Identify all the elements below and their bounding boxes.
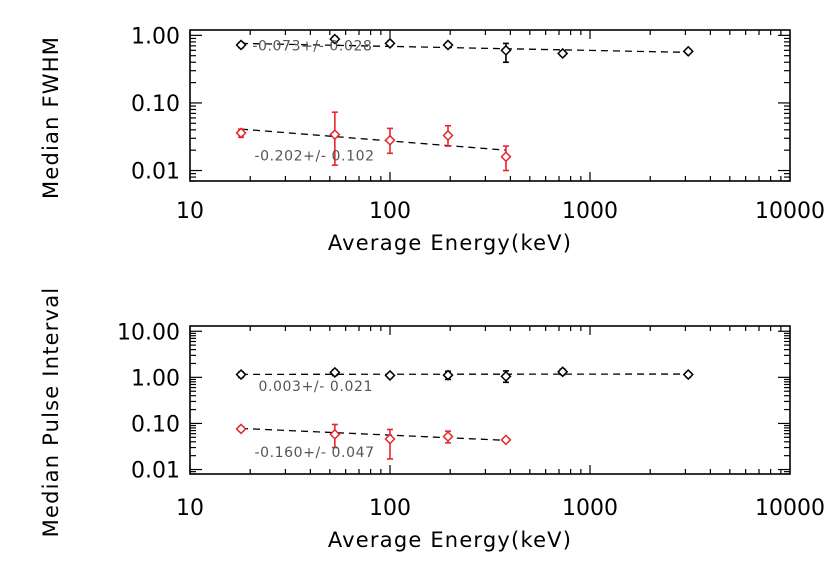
black-data-point [384, 37, 396, 49]
y-tick-label: 10.00 [117, 320, 180, 345]
x-tick-label: 100 [369, 496, 411, 521]
y-tick-label: 1.00 [131, 366, 180, 391]
red-series: -0.202+/- 0.102 [235, 111, 512, 172]
x-axis-title: Average Energy(keV) [328, 528, 572, 552]
y-tick-label: 0.10 [131, 412, 180, 437]
x-tick-label: 10 [176, 496, 204, 521]
y-tick-label: 0.10 [131, 92, 180, 117]
x-tick-label: 10 [176, 199, 204, 224]
black-data-point [235, 368, 247, 381]
red-data-point [235, 127, 247, 139]
y-tick-label: 0.01 [131, 160, 180, 185]
red-data-point [329, 428, 341, 440]
fwhm-panel: 10 100 1000 10000 0.01 0.10 1.00 Average Energy… [39, 24, 825, 255]
red-data-point [384, 433, 396, 445]
black-slope-annotation: -0.073+/- 0.028 [252, 38, 372, 54]
red-data-point [329, 129, 341, 141]
red-series: -0.160+/- 0.047 [235, 423, 512, 461]
red-data-point [442, 430, 454, 443]
red-data-point [500, 151, 512, 163]
black-slope-annotation: 0.003+/- 0.021 [258, 379, 373, 395]
y-axis-title: Median FWHM [39, 36, 63, 199]
x-tick-label: 100 [369, 199, 411, 224]
black-data-point [500, 44, 512, 56]
plot-frame [189, 325, 791, 475]
black-data-point [682, 45, 694, 57]
red-fit-line [241, 128, 507, 151]
black-data-point [442, 39, 454, 51]
red-data-point [500, 434, 512, 446]
black-fit-line [241, 42, 689, 54]
y-tick-label: 0.01 [131, 459, 180, 484]
black-data-point [329, 33, 341, 45]
black-data-point [557, 366, 569, 378]
black-data-point [384, 369, 396, 381]
red-fit-line [241, 427, 506, 441]
black-data-point [500, 370, 512, 382]
pulse-interval-panel: 10 100 1000 10000 0.01 0.10 1.00 10.00 Average E… [39, 287, 825, 552]
black-data-point [442, 369, 454, 381]
black-data-point [329, 366, 341, 378]
x-tick-label: 10000 [755, 496, 825, 521]
black-data-point [682, 368, 694, 381]
y-tick-label: 1.00 [131, 24, 180, 49]
x-tick-label: 1000 [562, 496, 618, 521]
black-data-point [235, 39, 247, 51]
y-axis-title: Median Pulse Interval [39, 287, 63, 538]
x-axis-title: Average Energy(keV) [328, 231, 572, 255]
red-slope-annotation: -0.202+/- 0.102 [254, 149, 374, 165]
red-data-point [442, 129, 454, 142]
red-slope-annotation: -0.160+/- 0.047 [254, 445, 374, 461]
x-tick-label: 10000 [755, 199, 825, 224]
black-data-point [557, 47, 569, 59]
red-data-point [235, 423, 247, 435]
red-data-point [384, 134, 396, 146]
x-tick-label: 1000 [562, 199, 618, 224]
black-series: 0.003+/- 0.021 [235, 366, 694, 395]
black-series: -0.073+/- 0.028 [235, 33, 694, 64]
